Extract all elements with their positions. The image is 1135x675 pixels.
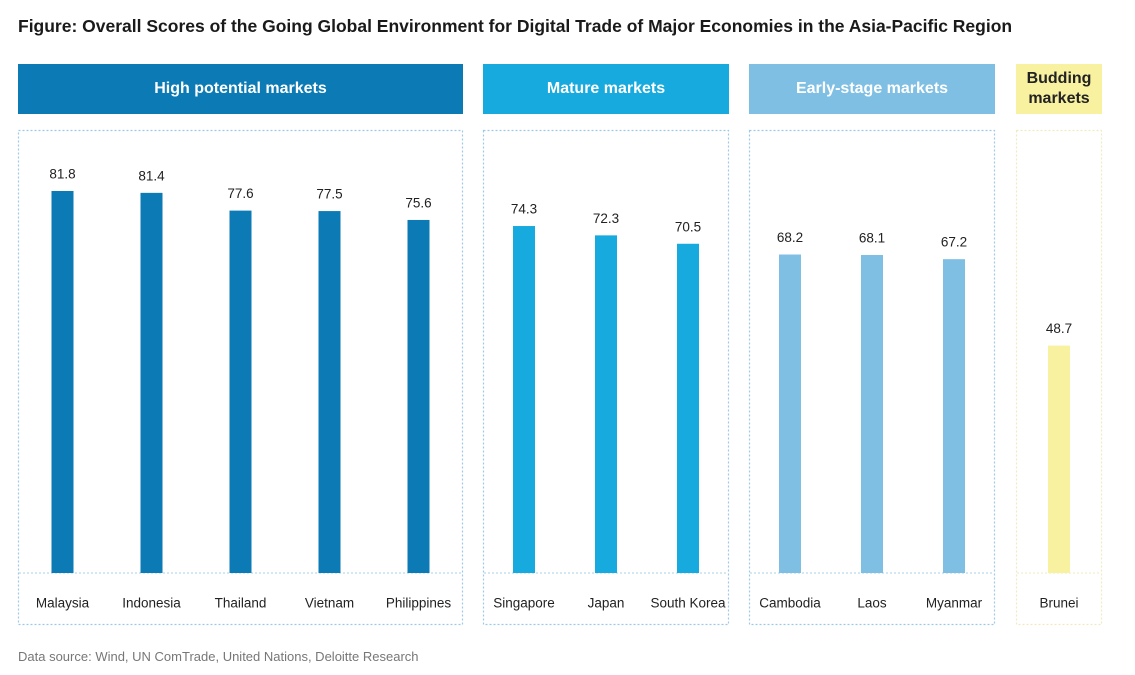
bar	[677, 243, 699, 573]
panel-border	[482, 129, 730, 626]
x-tick-label: South Korea	[650, 596, 726, 611]
bar	[407, 219, 430, 573]
bar	[513, 226, 535, 574]
source-note: Data source: Wind, UN ComTrade, United N…	[18, 649, 419, 664]
x-tick-label: Japan	[588, 596, 625, 611]
bar	[779, 254, 801, 574]
value-label: 72.3	[593, 211, 619, 226]
x-tick-label: Philippines	[386, 596, 452, 611]
value-label: 77.6	[227, 186, 253, 201]
chart-title: Figure: Overall Scores of the Going Glob…	[18, 16, 1013, 36]
x-tick-label: Laos	[857, 596, 887, 611]
group-header: High potential markets	[18, 64, 463, 114]
group-header: Budding markets	[1016, 64, 1102, 114]
group-header: Early-stage markets	[749, 64, 995, 114]
bar	[861, 254, 883, 573]
group-header: Mature markets	[483, 64, 729, 114]
bar	[943, 259, 965, 573]
value-label: 67.2	[941, 235, 967, 250]
x-tick-label: Brunei	[1039, 596, 1078, 611]
x-tick-label: Myanmar	[926, 596, 983, 611]
value-label: 75.6	[405, 196, 431, 211]
bar	[140, 192, 163, 573]
x-tick-label: Singapore	[493, 596, 555, 611]
bar	[51, 190, 74, 573]
value-label: 81.4	[138, 168, 165, 183]
value-label: 74.3	[511, 202, 537, 217]
value-label: 68.1	[859, 231, 885, 246]
value-label: 68.2	[777, 230, 803, 245]
x-tick-label: Vietnam	[305, 596, 354, 611]
value-label: 70.5	[675, 219, 701, 234]
x-tick-label: Malaysia	[36, 596, 90, 611]
value-label: 77.5	[316, 187, 342, 202]
panel-border	[748, 129, 996, 626]
panel-border	[1015, 129, 1103, 626]
bar	[229, 210, 252, 573]
x-tick-label: Indonesia	[122, 596, 181, 611]
value-label: 81.8	[49, 167, 75, 182]
bar	[318, 211, 341, 573]
value-label: 48.7	[1046, 321, 1072, 336]
x-tick-label: Cambodia	[759, 596, 821, 611]
bar	[595, 235, 617, 573]
panel-border	[17, 129, 464, 626]
x-tick-label: Thailand	[215, 596, 267, 611]
bar	[1048, 345, 1070, 573]
